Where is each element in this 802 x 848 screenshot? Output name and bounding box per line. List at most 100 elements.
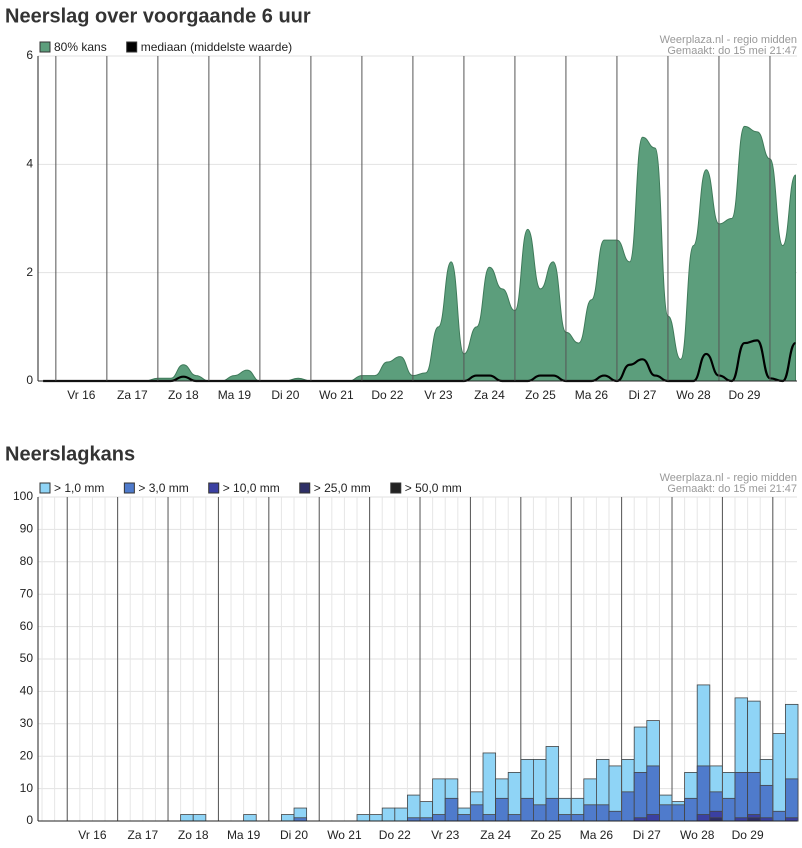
legend-label: > 1,0 mm (54, 481, 104, 495)
legend-label: 80% kans (54, 40, 107, 54)
note: Gemaakt: do 15 mei 21:47 (667, 483, 797, 495)
x-tick-label: Di 27 (633, 828, 661, 842)
x-tick-label: Wo 28 (680, 828, 715, 842)
note: Weerplaza.nl - regio midden (660, 34, 797, 46)
bar (482, 752, 497, 822)
bar (470, 804, 484, 822)
y-tick-label: 4 (26, 157, 33, 171)
x-tick-label: Vr 23 (431, 828, 460, 842)
x-tick-label: Zo 18 (178, 828, 209, 842)
chart-title: Neerslag over voorgaande 6 uur (5, 5, 311, 27)
bar (394, 807, 408, 822)
bar (621, 791, 635, 822)
chart-title: Neerslagkans (5, 443, 135, 465)
legend-label: > 25,0 mm (314, 481, 371, 495)
y-tick-label: 0 (26, 373, 33, 387)
bar (507, 772, 522, 822)
x-tick-label: Za 17 (117, 388, 148, 402)
y-tick-label: 70 (20, 586, 34, 600)
x-tick-label: Do 22 (379, 828, 411, 842)
x-tick-label: Ma 26 (580, 828, 614, 842)
bar (633, 772, 648, 822)
bar (759, 784, 774, 822)
y-tick-label: 40 (20, 684, 34, 698)
y-tick-label: 20 (20, 748, 34, 762)
x-tick-label: Zo 25 (525, 388, 556, 402)
x-tick-label: Do 22 (371, 388, 403, 402)
x-tick-label: Za 24 (474, 388, 505, 402)
bar (722, 797, 736, 822)
note: Gemaakt: do 15 mei 21:47 (667, 45, 797, 57)
bar (192, 814, 207, 822)
bar (646, 814, 660, 822)
x-tick-label: Ma 19 (218, 388, 252, 402)
y-tick-label: 30 (20, 716, 34, 730)
x-tick-label: Za 24 (480, 828, 511, 842)
bar (356, 814, 371, 822)
y-tick-label: 90 (20, 522, 34, 536)
bar (432, 814, 446, 822)
bar (482, 814, 497, 822)
bar (444, 797, 459, 822)
x-tick-label: Wo 21 (327, 828, 362, 842)
bar (545, 797, 560, 822)
y-tick-label: 50 (20, 651, 34, 665)
chart: Neerslagkans Weerplaza.nl - regio middenG… (5, 443, 799, 842)
bar (495, 797, 509, 822)
x-tick-label: Ma 26 (575, 388, 609, 402)
x-tick-label: Di 20 (280, 828, 308, 842)
x-tick-label: Zo 18 (168, 388, 199, 402)
x-tick-label: Do 29 (728, 388, 760, 402)
bar (772, 733, 786, 822)
y-tick-label: 100 (13, 489, 33, 503)
legend-swatch (208, 482, 220, 494)
y-tick-label: 2 (26, 265, 33, 279)
x-tick-label: Wo 21 (319, 388, 354, 402)
bar (684, 797, 698, 822)
bar (457, 814, 471, 822)
note: Weerplaza.nl - regio midden (660, 472, 797, 484)
legend-label: > 50,0 mm (405, 481, 462, 495)
y-tick-label: 6 (26, 48, 33, 62)
bar (281, 814, 295, 822)
legend-swatch (39, 41, 51, 53)
bar (734, 772, 749, 822)
x-tick-label: Ma 19 (227, 828, 261, 842)
legend-label: > 10,0 mm (223, 481, 280, 495)
bar (533, 804, 547, 822)
x-tick-label: Vr 16 (67, 388, 96, 402)
bar (646, 765, 660, 822)
legend-swatch (123, 482, 135, 494)
bar (520, 797, 534, 822)
bar (608, 810, 623, 822)
chart: Neerslag over voorgaande 6 uur Weerplaza.… (5, 5, 797, 402)
bar (583, 804, 597, 822)
bar (596, 804, 610, 822)
bar (671, 804, 686, 822)
y-tick-label: 80 (20, 554, 34, 568)
legend-swatch (126, 41, 138, 53)
bar (243, 814, 257, 822)
bar (696, 814, 711, 822)
area (43, 125, 796, 382)
bar (659, 804, 673, 822)
legend-swatch (39, 482, 51, 494)
bar (558, 814, 572, 822)
x-tick-label: Zo 25 (531, 828, 562, 842)
bar (570, 814, 585, 822)
x-tick-label: Di 20 (271, 388, 299, 402)
bar (369, 814, 383, 822)
y-tick-label: 0 (26, 813, 33, 827)
legend-swatch (390, 482, 402, 494)
legend-label: mediaan (middelste waarde) (141, 40, 292, 54)
legend-swatch (299, 482, 311, 494)
bar (180, 814, 194, 822)
bar (696, 765, 711, 822)
bar (772, 810, 786, 822)
legend-label: > 3,0 mm (138, 481, 188, 495)
x-tick-label: Vr 16 (78, 828, 107, 842)
y-tick-label: 10 (20, 781, 34, 795)
x-tick-label: Di 27 (628, 388, 656, 402)
x-tick-label: Za 17 (127, 828, 158, 842)
